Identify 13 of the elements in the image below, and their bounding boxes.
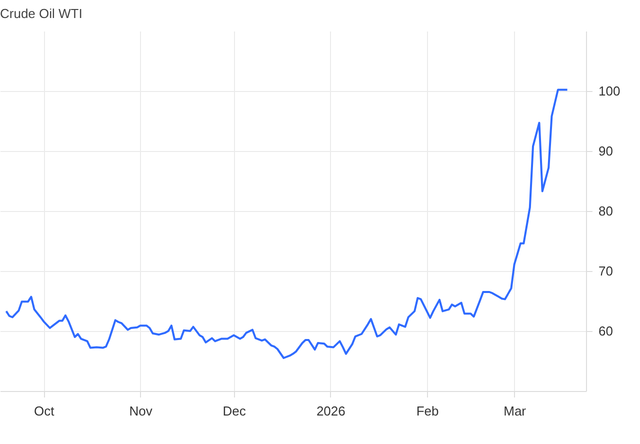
x-tick-label: Feb — [416, 404, 439, 418]
y-tick-label: 60 — [598, 324, 613, 338]
y-tick-label: 90 — [598, 144, 613, 158]
x-tick-label: Nov — [129, 404, 153, 418]
y-tick-label: 80 — [598, 204, 613, 218]
x-tick-label: Oct — [34, 404, 55, 418]
y-tick-label: 100 — [598, 84, 620, 98]
x-tick-label: 2026 — [316, 404, 346, 418]
line-series — [5, 88, 568, 359]
chart-title: Crude Oil WTI — [0, 6, 82, 21]
y-tick-label: 70 — [598, 264, 613, 278]
x-tick-label: Dec — [222, 404, 246, 418]
x-tick-label: Mar — [504, 404, 527, 418]
